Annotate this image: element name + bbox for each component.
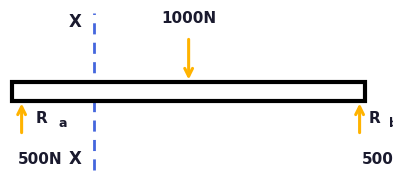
Bar (12, 82, 365, 101)
Text: a: a (58, 117, 67, 130)
Text: X: X (68, 13, 81, 31)
Text: X: X (68, 150, 81, 168)
Text: 500N: 500N (18, 152, 62, 167)
Text: R: R (35, 111, 47, 126)
Text: R: R (368, 111, 380, 126)
Text: 500N: 500N (362, 152, 393, 167)
Text: b: b (389, 117, 393, 130)
Text: 1000N: 1000N (161, 11, 216, 26)
